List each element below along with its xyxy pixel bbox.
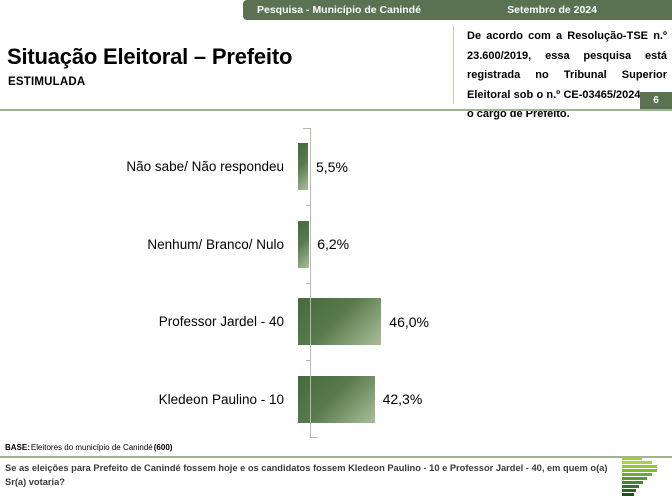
logo-stripe	[622, 489, 636, 492]
category-label: Nenhum/ Branco/ Nulo	[147, 236, 284, 252]
value-label: 5,5%	[316, 158, 348, 175]
base-label: BASE:	[5, 443, 30, 452]
category-label: Professor Jardel - 40	[158, 314, 284, 330]
bar	[298, 143, 308, 191]
base-note: BASE:Eleitores do município de Canindé(6…	[5, 443, 172, 452]
axis-tick	[310, 437, 318, 438]
chart-row: Professor Jardel - 40 46,0%	[0, 283, 560, 361]
axis-tick	[306, 360, 310, 361]
page-title: Situação Eleitoral – Prefeito	[7, 44, 293, 69]
logo-stripe	[622, 477, 647, 480]
axis-tick	[306, 205, 310, 206]
logo-stripe	[622, 457, 642, 460]
base-count: (600)	[153, 443, 173, 452]
page-subtitle: ESTIMULADA	[8, 76, 86, 88]
value-label: 6,2%	[317, 236, 350, 253]
header-date: Setembro de 2024	[507, 4, 597, 16]
logo-stripe	[622, 469, 657, 472]
chart-row: Kledeon Paulino - 10 42,3%	[0, 361, 560, 439]
logo-stripe	[622, 465, 657, 468]
logo-stripe	[622, 473, 652, 476]
bar-chart: Não sabe/ Não respondeu 5,5% Nenhum/ Bra…	[0, 128, 560, 438]
survey-question: Se as eleições para Prefeito de Canindé …	[5, 463, 608, 487]
page-number-badge: 6	[640, 92, 672, 110]
value-label: 42,3%	[382, 391, 423, 408]
axis-tick	[303, 128, 310, 129]
note-divider	[453, 26, 454, 104]
header-survey-title: Pesquisa - Município de Canindé	[257, 4, 421, 16]
chart-row: Não sabe/ Não respondeu 5,5%	[0, 128, 560, 206]
header-bar: Pesquisa - Município de Canindé Setembro…	[243, 0, 672, 20]
category-label: Não sabe/ Não respondeu	[126, 159, 284, 175]
divider-rule-top	[0, 109, 672, 111]
research-institute-logo	[622, 457, 657, 497]
logo-stripe	[622, 485, 639, 488]
category-label: Kledeon Paulino - 10	[158, 391, 284, 407]
chart-axis	[310, 128, 311, 438]
bar	[298, 220, 310, 268]
axis-tick	[306, 283, 310, 284]
chart-row: Nenhum/ Branco/ Nulo 6,2%	[0, 206, 560, 284]
tse-registration-note: De acordo com a Resolução-TSE n.º 23.600…	[467, 30, 667, 120]
value-label: 46,0%	[389, 313, 429, 330]
logo-stripe	[622, 481, 643, 484]
logo-stripe	[622, 461, 652, 464]
base-text: Eleitores do município de Canindé	[30, 443, 153, 452]
bar	[298, 298, 382, 346]
divider-rule-bottom	[0, 456, 672, 458]
logo-stripe	[622, 493, 634, 496]
